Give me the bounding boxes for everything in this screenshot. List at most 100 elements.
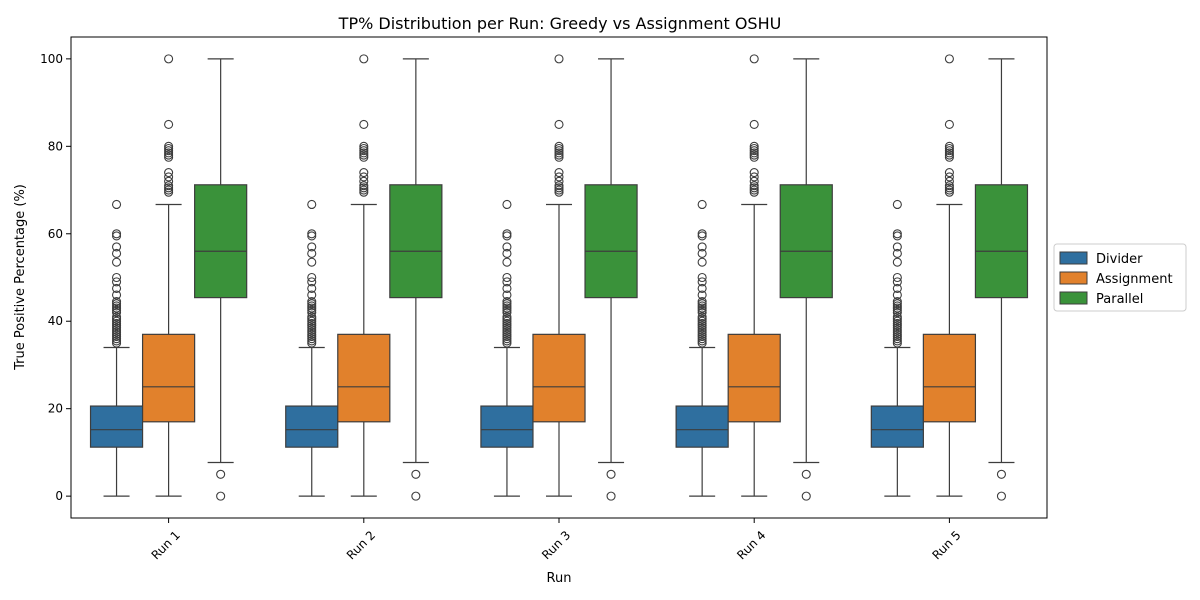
x-tick-label: Run 3 xyxy=(539,528,573,562)
outlier-point xyxy=(111,301,122,311)
y-axis: 0 20 40 60 80 100 xyxy=(40,52,71,503)
outlier-point xyxy=(111,290,122,300)
outlier-point xyxy=(606,491,616,501)
outlier-point xyxy=(944,146,954,156)
outlier-point xyxy=(697,199,707,210)
legend-swatch xyxy=(1059,251,1088,265)
outlier-point xyxy=(749,176,759,186)
outlier-point xyxy=(944,185,954,195)
outlier-point xyxy=(892,272,902,283)
box-assignment-5 xyxy=(922,54,977,497)
outlier-point xyxy=(307,290,317,300)
outlier-point xyxy=(164,141,174,151)
box-assignment-4 xyxy=(727,54,781,497)
box-parallel-1 xyxy=(194,58,248,501)
outlier-point xyxy=(111,305,122,315)
outlier-point xyxy=(944,148,954,158)
outlier-point xyxy=(892,301,902,311)
outlier-point xyxy=(111,331,122,342)
x-tick-label: Run 4 xyxy=(734,528,768,562)
outlier-point xyxy=(359,146,369,156)
outlier-point xyxy=(697,327,707,337)
outlier-point xyxy=(111,272,122,283)
outlier-point xyxy=(502,329,512,339)
outlier-point xyxy=(111,327,122,337)
outlier-point xyxy=(749,152,759,162)
legend: Divider Assignment Parallel xyxy=(1053,243,1187,312)
outlier-point xyxy=(307,323,317,333)
outlier-point xyxy=(554,187,564,197)
outlier-point xyxy=(307,305,317,315)
outlier-point xyxy=(502,283,512,293)
outlier-point xyxy=(307,231,317,241)
outlier-point xyxy=(944,150,954,160)
outlier-point xyxy=(697,248,707,258)
outlier-point xyxy=(944,187,954,197)
outlier-point xyxy=(892,307,902,318)
outlier-point xyxy=(697,272,707,283)
outlier-point xyxy=(944,152,954,162)
outlier-point xyxy=(307,248,317,258)
outlier-point xyxy=(164,172,174,182)
outlier-point xyxy=(892,290,902,300)
outlier-point xyxy=(892,312,902,322)
outlier-point xyxy=(307,242,317,252)
outlier-point xyxy=(697,331,707,342)
outlier-point xyxy=(892,231,902,241)
outlier-point xyxy=(111,277,122,287)
outlier-point xyxy=(749,148,759,158)
outlier-point xyxy=(892,296,902,307)
legend-swatch xyxy=(1059,271,1088,285)
outlier-point xyxy=(164,146,174,156)
outlier-point xyxy=(307,299,317,309)
outlier-point xyxy=(502,301,512,311)
outlier-point xyxy=(411,491,421,501)
outlier-point xyxy=(111,321,122,331)
box-iqr xyxy=(922,333,977,423)
box-iqr xyxy=(389,184,443,299)
outlier-point xyxy=(749,187,759,197)
outlier-point xyxy=(892,323,902,333)
outlier-point xyxy=(307,307,317,318)
outlier-point xyxy=(307,318,317,328)
legend-label: Divider xyxy=(1096,252,1143,267)
outlier-point xyxy=(944,168,954,178)
outlier-point xyxy=(697,277,707,287)
box-iqr xyxy=(285,405,339,448)
box-iqr xyxy=(727,333,781,423)
outlier-point xyxy=(554,141,564,151)
box-iqr xyxy=(779,184,833,299)
outlier-point xyxy=(697,242,707,252)
outlier-point xyxy=(996,469,1007,479)
outlier-point xyxy=(359,185,369,195)
outlier-point xyxy=(307,338,317,348)
outlier-point xyxy=(697,312,707,322)
legend-label: Parallel xyxy=(1096,292,1143,307)
outlier-point xyxy=(502,323,512,333)
outlier-point xyxy=(697,336,707,346)
outlier-point xyxy=(502,231,512,241)
outlier-point xyxy=(944,143,954,154)
outlier-point xyxy=(359,176,369,186)
outlier-point xyxy=(554,185,564,195)
box-parallel-3 xyxy=(584,58,638,501)
outlier-point xyxy=(502,257,512,267)
outlier-point xyxy=(111,303,122,313)
outlier-point xyxy=(502,331,512,342)
outlier-point xyxy=(359,172,369,182)
outlier-point xyxy=(749,141,759,151)
outlier-point xyxy=(749,168,759,178)
box-iqr xyxy=(337,333,391,423)
outlier-point xyxy=(111,325,122,335)
chart-title: TP% Distribution per Run: Greedy vs Assi… xyxy=(338,14,782,33)
outlier-point xyxy=(697,283,707,293)
outlier-point xyxy=(111,312,122,322)
outlier-point xyxy=(359,187,369,197)
outlier-point xyxy=(606,469,616,479)
outlier-point xyxy=(502,296,512,307)
box-parallel-2 xyxy=(389,58,443,501)
outlier-point xyxy=(502,303,512,313)
outlier-point xyxy=(359,152,369,162)
outlier-point xyxy=(502,336,512,346)
